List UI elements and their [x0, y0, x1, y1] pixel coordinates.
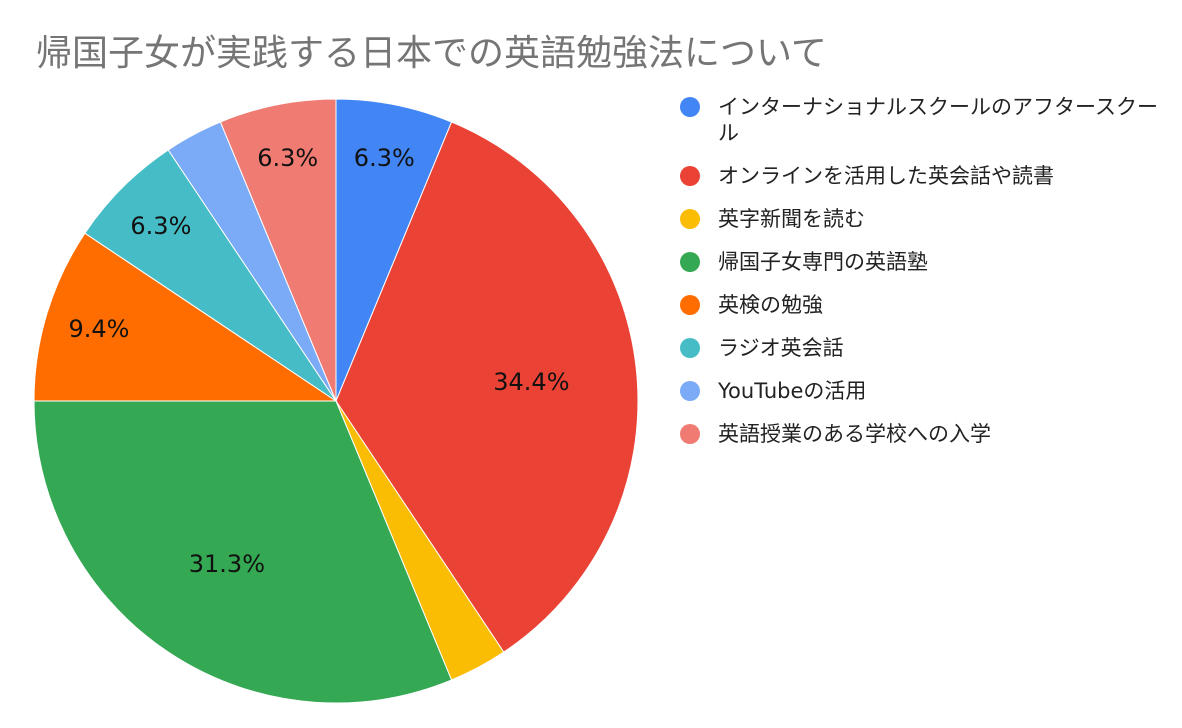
legend-swatch-7: [680, 381, 700, 401]
legend-label-7: YouTubeの活用: [718, 379, 867, 403]
legend-label-8: 英語授業のある学校への入学: [718, 422, 991, 446]
legend-label-4: 帰国子女専門の英語塾: [718, 250, 928, 274]
slice-label-5: 9.4%: [69, 315, 130, 343]
pie-slices: [33, 98, 639, 704]
legend-item-8: 英語授業のある学校への入学: [680, 421, 1160, 447]
legend-label-6: ラジオ英会話: [718, 336, 844, 360]
legend-item-1: インターナショナルスクールのアフタースクール: [680, 94, 1160, 146]
slice-label-6: 6.3%: [130, 212, 191, 240]
pie-slice-1: [335, 98, 453, 402]
legend-label-1: インターナショナルスクールのアフタースクール: [718, 95, 1158, 145]
pie-chart: 6.3% 34.4% 31.3% 9.4% 6.3% 6.3%: [33, 98, 639, 704]
legend-label-3: 英字新聞を読む: [718, 207, 865, 231]
pie-slice-8: [219, 98, 337, 402]
pie-slice-4: [33, 400, 453, 704]
legend-swatch-8: [680, 424, 700, 444]
pie-slice-labels: 6.3% 34.4% 31.3% 9.4% 6.3% 6.3%: [69, 144, 570, 578]
slice-label-4: 31.3%: [189, 550, 265, 578]
legend-item-4: 帰国子女専門の英語塾: [680, 249, 1160, 275]
slice-label-8: 6.3%: [257, 144, 318, 172]
slice-label-2: 34.4%: [493, 368, 569, 396]
chart-legend: インターナショナルスクールのアフタースクールオンラインを活用した英会話や読書 英字…: [680, 94, 1160, 464]
legend-swatch-5: [680, 295, 700, 315]
pie-slice-5: [33, 232, 338, 402]
pie-slice-6: [84, 149, 337, 402]
legend-item-5: 英検の勉強: [680, 292, 1160, 318]
slice-label-1: 6.3%: [354, 144, 415, 172]
legend-swatch-2: [680, 166, 700, 186]
legend-swatch-4: [680, 252, 700, 272]
pie-slice-2: [335, 121, 639, 653]
legend-item-3: 英字新聞を読む: [680, 206, 1160, 232]
legend-item-2: オンラインを活用した英会話や読書: [680, 163, 1160, 189]
legend-item-7: YouTubeの活用: [680, 378, 1160, 404]
legend-swatch-1: [680, 97, 700, 117]
legend-item-6: ラジオ英会話: [680, 335, 1160, 361]
legend-swatch-3: [680, 209, 700, 229]
chart-title: 帰国子女が実践する日本での英語勉強法について: [36, 33, 827, 74]
legend-swatch-6: [680, 338, 700, 358]
legend-label-5: 英検の勉強: [718, 293, 823, 317]
legend-label-2: オンラインを活用した英会話や読書: [718, 164, 1054, 188]
